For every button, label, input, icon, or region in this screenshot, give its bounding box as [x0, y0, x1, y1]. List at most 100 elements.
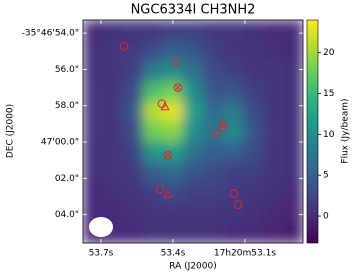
heatmap-cell [263, 182, 284, 203]
heatmap-cell [83, 101, 104, 122]
plot-frame [82, 19, 304, 244]
y-tick-label: 58.0" [55, 101, 79, 111]
heatmap-cell [163, 202, 184, 224]
marker-triangle [163, 189, 173, 199]
heatmap-cell [143, 141, 164, 163]
heatmap-cell [143, 20, 164, 41]
heatmap-cell [283, 182, 303, 203]
heatmap-cell [183, 222, 204, 243]
heatmap-cell [263, 101, 284, 122]
heatmap-cell [163, 101, 184, 122]
heatmap-cell [203, 222, 224, 243]
heatmap-cell [143, 182, 164, 203]
heatmap-cell [183, 161, 204, 183]
heatmap-cell [243, 80, 264, 102]
marker-circle [219, 123, 229, 133]
heatmap-cell [223, 80, 244, 102]
heatmap-cell [223, 161, 244, 183]
heatmap-cell [263, 121, 284, 143]
heatmap-cell [223, 121, 244, 143]
heatmap-cell [143, 101, 164, 122]
heatmap-cell [163, 141, 184, 163]
heatmap-cell [163, 161, 184, 183]
heatmap-cell [183, 40, 204, 62]
heatmap-cell [123, 222, 144, 243]
heatmap-cell [283, 161, 303, 183]
y-tick-label: 02.0" [55, 174, 79, 184]
chart-title: NGC6334I CH3NH2 [131, 3, 256, 18]
heatmap-cell [103, 182, 124, 203]
colorbar [306, 19, 319, 244]
heatmap-cell [263, 222, 284, 243]
heatmap-cell [123, 202, 144, 224]
heatmap-cell [163, 121, 184, 143]
heatmap-cell [83, 80, 104, 102]
heatmap-cell [243, 40, 264, 62]
heatmap [83, 20, 303, 243]
marker-circle [155, 185, 165, 194]
heatmap-cell [123, 121, 144, 143]
heatmap-cell [103, 80, 124, 102]
heatmap-cell [283, 80, 303, 102]
heatmap-cell [103, 141, 124, 163]
y-tick-label: 04.0" [55, 210, 79, 220]
marker-cross [174, 84, 182, 91]
heatmap-cell [223, 60, 244, 82]
heatmap-cell [103, 121, 124, 143]
x-tick-label: 53.7s [89, 249, 114, 259]
marker-circle [119, 41, 129, 51]
heatmap-cell [263, 60, 284, 82]
heatmap-cell [263, 80, 284, 102]
y-axis-label: DEC (J2000) [6, 104, 16, 158]
heatmap-cell [263, 161, 284, 183]
marker-triangle [218, 117, 228, 127]
heatmap-cell [183, 202, 204, 224]
heatmap-cell [183, 101, 204, 122]
heatmap-cell [243, 20, 264, 41]
y-tick-label: 56.0" [55, 65, 79, 75]
heatmap-cell [283, 101, 303, 122]
marker-circle [211, 129, 221, 139]
heatmap-cell [123, 161, 144, 183]
heatmap-cell [243, 161, 264, 183]
heatmap-cell [223, 182, 244, 203]
heatmap-cell [243, 121, 264, 143]
heatmap-cell [163, 80, 184, 102]
heatmap-cell [183, 141, 204, 163]
heatmap-cell [83, 40, 104, 62]
heatmap-cell [103, 202, 124, 224]
colorbar-tick-label: 0 [323, 212, 329, 222]
heatmap-cell [143, 80, 164, 102]
heatmap-cell [163, 222, 184, 243]
heatmap-cell [183, 20, 204, 41]
heatmap-cell [143, 202, 164, 224]
heatmap-cell [103, 161, 124, 183]
heatmap-cell [243, 202, 264, 224]
marker-cross [164, 151, 172, 159]
beam [89, 217, 113, 237]
heatmap-cell [283, 202, 303, 224]
heatmap-cell [103, 40, 124, 62]
heatmap-cell [203, 141, 224, 163]
heatmap-cell [123, 80, 144, 102]
heatmap-cell [143, 121, 164, 143]
heatmap-cell [283, 40, 303, 62]
heatmap-cell [223, 202, 244, 224]
heatmap-cell [143, 40, 164, 62]
heatmap-cell [203, 101, 224, 122]
heatmap-cell [103, 60, 124, 82]
heatmap-cell [203, 40, 224, 62]
colorbar-tick-label: 5 [323, 171, 329, 181]
heatmap-cell [163, 182, 184, 203]
heatmap-cell [223, 101, 244, 122]
colorbar-tick-label: 15 [323, 89, 334, 99]
heatmap-cell [183, 121, 204, 143]
heatmap-cell [283, 121, 303, 143]
heatmap-cell [203, 182, 224, 203]
heatmap-cell [223, 141, 244, 163]
y-tick-label: -35°46'54.0" [22, 29, 79, 39]
heatmap-cell [123, 101, 144, 122]
heatmap-cell [163, 40, 184, 62]
heatmap-cell [203, 161, 224, 183]
